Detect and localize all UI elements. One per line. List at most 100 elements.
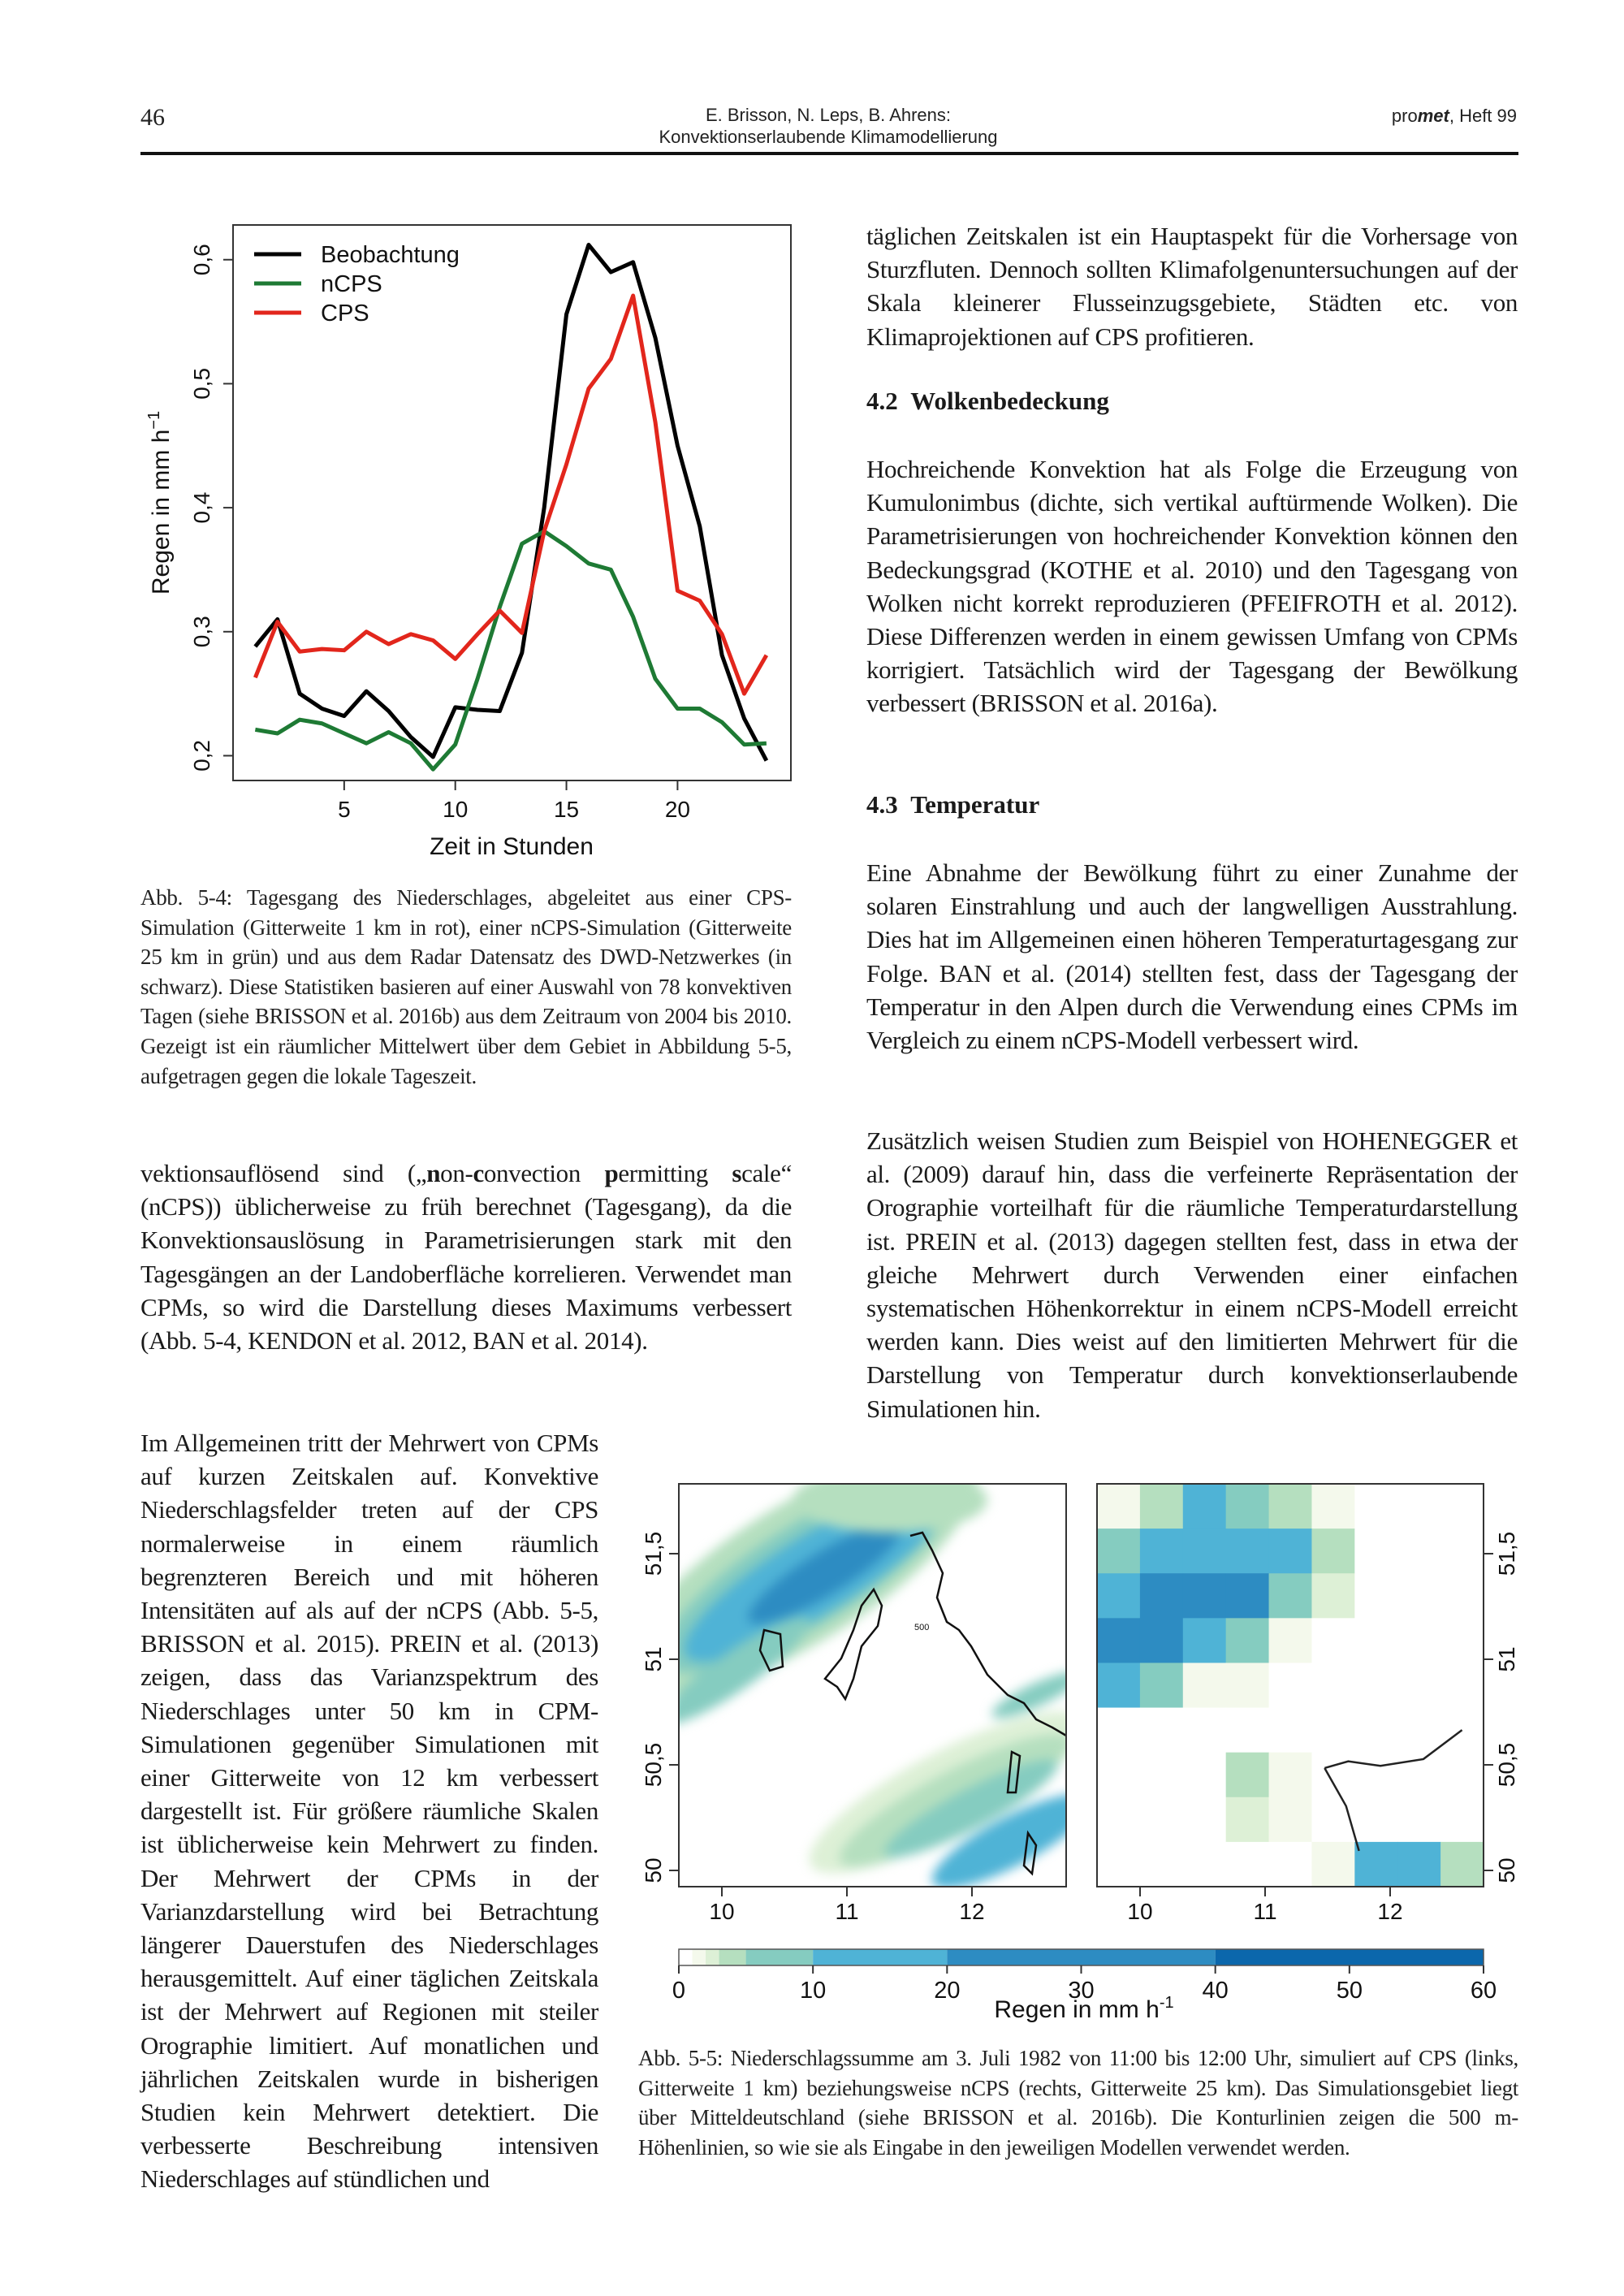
figure-5-5-caption: Abb. 5-5: Niederschlagssumme am 3. Juli …	[638, 2046, 1518, 2160]
legend-label: Beobachtung	[321, 242, 460, 268]
ncps-grid-cell	[1311, 1529, 1355, 1574]
ncps-grid-cell	[1182, 1663, 1227, 1709]
colorbar-segment	[813, 1949, 948, 1965]
right-paragraph-1: täglichen Zeitskalen ist ein Hauptaspekt…	[866, 222, 1518, 351]
ncps-grid-cell	[1225, 1841, 1270, 1887]
longitude-label: 11	[835, 1899, 858, 1924]
ncps-grid-cell	[1354, 1841, 1398, 1887]
ncps-grid-cell	[1182, 1797, 1227, 1843]
figure-5-4-caption: Abb. 5-4: Tagesgang des Niederschlages, …	[140, 885, 792, 1088]
right-paragraph-3: Eine Abnahme der Bewölkung führt zu eine…	[866, 858, 1518, 1055]
ncps-grid-cell	[1311, 1707, 1355, 1753]
longitude-label: 10	[709, 1899, 734, 1924]
contour-line	[823, 1587, 883, 1701]
colorbar-tick-label: 30	[1068, 1978, 1094, 2004]
colorbar-segment	[1215, 1949, 1484, 1965]
ncps-grid-cell	[1225, 1707, 1270, 1753]
x-tick-label: 5	[338, 797, 351, 822]
latitude-label: 51,5	[1494, 1532, 1519, 1576]
running-header: E. Brisson, N. Leps, B. Ahrens: Konvekti…	[487, 104, 1169, 148]
ncps-grid-cell	[1182, 1707, 1227, 1753]
colorbar-segment	[745, 1949, 814, 1965]
ncps-grid-cell	[1182, 1841, 1227, 1887]
ncps-grid-cell	[1182, 1484, 1227, 1529]
ncps-grid-cell	[1097, 1663, 1141, 1709]
ncps-grid-cell	[1225, 1797, 1270, 1843]
ncps-grid-cell	[1268, 1841, 1312, 1887]
ncps-grid-cell	[1397, 1618, 1441, 1663]
ncps-grid-cell	[1139, 1841, 1184, 1887]
y-tick-label: 0,2	[189, 740, 214, 772]
colorbar-segment	[947, 1949, 1216, 1965]
figure-5-4: 0,2 0,3 0,4 0,5 0,6 5 10 15 20 Beobachtung nCPS CP…	[0, 0, 812, 877]
series-line-beobachtung	[253, 242, 769, 762]
ncps-grid-cell	[1440, 1707, 1484, 1753]
x-tick-label: 20	[665, 797, 690, 822]
line-chart: 0,2 0,3 0,4 0,5 0,6 5 10 15 20 Beobachtung nCPS CP…	[145, 224, 792, 860]
right-paragraph-2: Hochreichende Konvektion hat als Folge d…	[866, 455, 1518, 718]
legend: Beobachtung nCPS CPS	[254, 242, 460, 326]
ncps-map	[1097, 1484, 1484, 1887]
colorbar-tick-label: 10	[800, 1978, 826, 2004]
x-axis-title: Zeit in Stunden	[430, 833, 594, 860]
ncps-grid-cell	[1311, 1841, 1355, 1887]
series-line-ncps	[254, 529, 767, 772]
ncps-grid-cell	[1440, 1484, 1484, 1529]
ncps-grid-cell	[1397, 1841, 1441, 1887]
legend-label: CPS	[321, 301, 369, 326]
colorbar-segment	[679, 1949, 693, 1965]
ncps-grid-cell	[1440, 1618, 1484, 1663]
ncps-grid-cell	[1440, 1797, 1484, 1843]
ncps-grid-cell	[1139, 1663, 1184, 1709]
ncps-grid-cell	[1354, 1573, 1398, 1619]
ncps-grid-cell	[1311, 1663, 1355, 1709]
ncps-grid-cell	[1397, 1663, 1441, 1709]
y-tick-label: 0,4	[189, 492, 214, 524]
y-tick-label: 0,3	[189, 616, 214, 647]
colorbar-tick-label: 40	[1203, 1978, 1229, 2004]
ncps-grid-cell	[1268, 1573, 1312, 1619]
y-axis-title: Regen in mm h−1	[145, 411, 175, 595]
colorbar: 0 10 20 30 40 50 60	[672, 1948, 1497, 2004]
journal-suffix: , Heft 99	[1449, 106, 1517, 126]
contour-line	[1006, 1750, 1038, 1876]
ncps-grid-cell	[1097, 1529, 1141, 1574]
longitude-label: 12	[959, 1899, 984, 1924]
ncps-grid-cell	[1397, 1529, 1441, 1574]
ncps-grid-cell	[1311, 1573, 1355, 1619]
journal-name: promet, Heft 99	[1392, 106, 1517, 127]
ncps-grid-cell	[1097, 1484, 1141, 1529]
ncps-grid-cell	[1097, 1618, 1141, 1663]
ncps-grid-cell	[1354, 1618, 1398, 1663]
latitude-label: 51	[641, 1646, 666, 1671]
ncps-grid-cell	[1397, 1797, 1441, 1843]
header-rule	[140, 152, 1518, 155]
ncps-grid-cell	[1268, 1618, 1312, 1663]
latitude-label: 51,5	[641, 1532, 666, 1576]
ncps-grid-cell	[1139, 1752, 1184, 1798]
ncps-grid-cell	[1268, 1797, 1312, 1843]
contour-line	[909, 1531, 1066, 1737]
colorbar-tick-label: 50	[1337, 1978, 1363, 2004]
ncps-grid-cell	[1268, 1707, 1312, 1753]
plot-frame	[232, 224, 792, 781]
section-heading-4-3: 4.3 Temperatur	[866, 790, 1040, 819]
ncps-grid-cell	[1311, 1797, 1355, 1843]
ncps-grid-cell	[1097, 1752, 1141, 1798]
colorbar-tick-label: 0	[672, 1978, 685, 2004]
ncps-grid-cell	[1097, 1797, 1141, 1843]
ncps-grid-cell	[1225, 1529, 1270, 1574]
ncps-grid-cell	[1354, 1752, 1398, 1798]
ncps-grid-cell	[1440, 1529, 1484, 1574]
y-tick-label: 0,5	[189, 368, 214, 400]
narrow-paragraph: Im Allgemeinen tritt der Mehrwert von CP…	[140, 1429, 598, 2194]
ncps-grid-cell	[1139, 1484, 1184, 1529]
longitude-label: 12	[1377, 1899, 1402, 1924]
ncps-grid-cell	[1139, 1797, 1184, 1843]
ncps-grid-cell	[1440, 1752, 1484, 1798]
colorbar-segment	[719, 1949, 746, 1965]
ncps-grid-cell	[1225, 1573, 1270, 1619]
ncps-grid-cell	[1182, 1618, 1227, 1663]
ncps-grid-cell	[1440, 1573, 1484, 1619]
latitude-label: 51	[1494, 1646, 1519, 1671]
